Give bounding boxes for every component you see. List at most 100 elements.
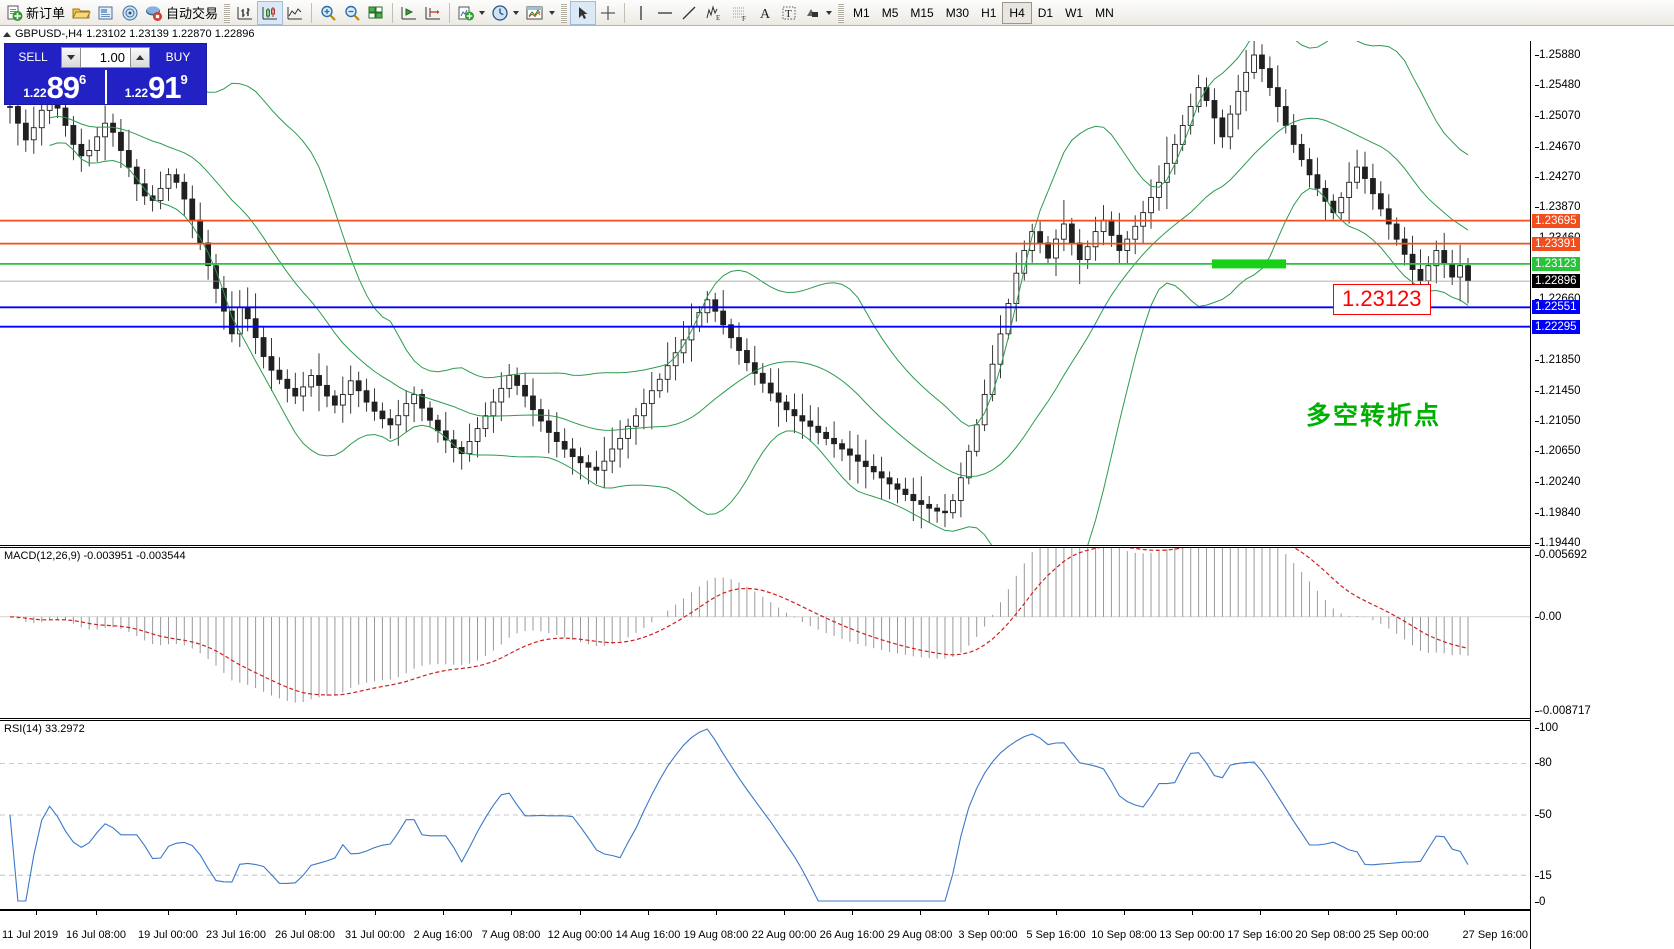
macd-pane[interactable]: MACD(12,26,9) -0.003951 -0.003544 [0,547,1530,719]
trendline-icon[interactable] [677,1,701,25]
price-tick-label: 1.19840 [1535,507,1581,519]
zoom-out-icon[interactable] [340,1,364,25]
text-label-icon[interactable]: T [777,1,801,25]
time-tick-label: 31 Jul 00:00 [345,929,405,941]
time-tick-label: 13 Sep 00:00 [1159,929,1225,941]
zoom-in-icon[interactable] [316,1,340,25]
price-tick-label: 1.25480 [1535,79,1581,91]
timeframe-m5[interactable]: M5 [881,5,899,20]
svg-text:E: E [716,14,720,22]
time-tick-label: 10 Sep 08:00 [1091,929,1157,941]
time-tick-label: 12 Aug 00:00 [547,929,613,941]
vertical-line-icon[interactable] [629,1,653,25]
indicators-icon[interactable] [454,1,488,25]
buy-button[interactable]: BUY [165,50,191,64]
price-tick-label: 1.21450 [1535,385,1581,397]
timeframe-m1[interactable]: M1 [853,5,870,20]
folder-icon[interactable] [68,1,94,25]
level-price-badge: 1.22896 [1532,274,1580,289]
crosshair-icon[interactable] [596,1,620,25]
price-tick-label: 1.20650 [1535,445,1581,457]
candlestick-chart-icon[interactable] [257,0,284,25]
auto-scroll-icon[interactable] [421,1,445,25]
horizontal-line-icon[interactable] [653,1,677,25]
line-chart-icon[interactable] [283,1,307,25]
timeframe-h1[interactable]: H1 [981,5,997,20]
sell-button[interactable]: SELL [18,50,48,64]
symbol-name: GBPUSD-,H4 [15,28,83,40]
chevron-down-icon[interactable] [479,10,486,15]
price-pane[interactable] [0,41,1530,546]
sell-price[interactable]: 1.22 89 6 [5,70,107,104]
new-order-button[interactable]: 新订单 [2,1,68,25]
one-click-trade-panel[interactable]: SELL 1.00 BUY 1.22 89 6 1.22 91 9 [4,43,207,105]
time-tick [1464,911,1465,915]
time-tick-label: 14 Aug 16:00 [615,929,681,941]
autotrading-button[interactable]: 自动交易 [142,1,221,25]
collapse-triangle-icon[interactable] [3,31,11,37]
sell-price-fraction: 6 [79,72,87,87]
chevron-down-icon[interactable] [826,10,833,15]
rsi-pane[interactable]: RSI(14) 33.2972 [0,720,1530,910]
shapes-icon[interactable] [801,1,835,25]
bar-chart-icon[interactable] [233,1,257,25]
volume-increment-button[interactable] [130,46,150,68]
price-tick-label: 1.20240 [1535,476,1581,488]
level-price-badge: 1.23695 [1532,213,1580,228]
time-tick-label: 20 Sep 08:00 [1295,929,1361,941]
macd-tick-label: 0.005692 [1535,549,1587,561]
time-tick [580,911,581,915]
time-tick-label: 17 Sep 16:00 [1227,929,1293,941]
signals-icon[interactable] [118,1,142,25]
time-tick-label: 19 Jul 00:00 [138,929,198,941]
timeframe-h4[interactable]: H4 [1002,1,1032,24]
chart-shift-icon[interactable] [397,1,421,25]
time-tick [716,911,717,915]
timeframe-m15[interactable]: M15 [910,5,934,20]
elliott-wave-icon[interactable]: E [701,1,727,25]
toolbar-grip[interactable] [561,2,568,23]
timeframe-w1[interactable]: W1 [1065,5,1084,20]
macd-tick-label: 0.00 [1535,611,1561,623]
templates-icon[interactable] [522,1,558,25]
time-tick [1396,911,1397,915]
time-tick-label: 27 Sep 16:00 [1462,929,1528,941]
timeframe-mn[interactable]: MN [1095,5,1114,20]
timeframe-m30[interactable]: M30 [945,5,970,20]
time-tick-label: 11 Jul 2019 [2,929,59,941]
time-tick [236,911,237,915]
time-tick [1328,911,1329,915]
cursor-icon[interactable] [570,0,597,25]
time-tick-label: 29 Aug 08:00 [887,929,953,941]
time-tick-label: 22 Aug 00:00 [751,929,817,941]
volume-decrement-button[interactable] [61,46,81,68]
price-tick-label: 1.21050 [1535,415,1581,427]
news-icon[interactable] [94,1,118,25]
toolbar-separator [449,2,451,23]
macd-chart-svg [0,548,1530,703]
buy-price-main: 91 [148,70,181,105]
time-tick [784,911,785,915]
chevron-down-icon[interactable] [549,10,556,15]
time-tick [168,911,169,915]
time-tick [988,911,989,915]
chevron-down-icon[interactable] [513,10,520,15]
time-tick-label: 19 Aug 08:00 [683,929,749,941]
rsi-label: RSI(14) 33.2972 [4,723,85,735]
toolbar-grip[interactable] [224,2,231,23]
price-tick-label: 1.25880 [1535,49,1581,61]
text-icon[interactable]: A [753,1,777,25]
period-icon[interactable] [488,1,522,25]
toolbar-separator [624,2,626,23]
volume-input[interactable]: 1.00 [81,46,130,68]
time-axis[interactable]: 11 Jul 2019 16 Jul 08:00 19 Jul 00:00 23 Ju… [0,910,1530,949]
timeframe-d1[interactable]: D1 [1037,5,1054,20]
price-scale[interactable]: 1.25880 1.25480 1.25070 1.24670 1.24270 1.238… [1530,41,1674,949]
buy-price[interactable]: 1.22 91 9 [107,70,207,104]
fibonacci-icon[interactable]: F [727,1,753,25]
tile-windows-icon[interactable] [364,1,388,25]
symbol-header: GBPUSD-,H4 1.23102 1.23139 1.22870 1.228… [0,27,255,41]
toolbar-grip[interactable] [838,2,845,23]
main-toolbar: 新订单 [0,0,1674,26]
